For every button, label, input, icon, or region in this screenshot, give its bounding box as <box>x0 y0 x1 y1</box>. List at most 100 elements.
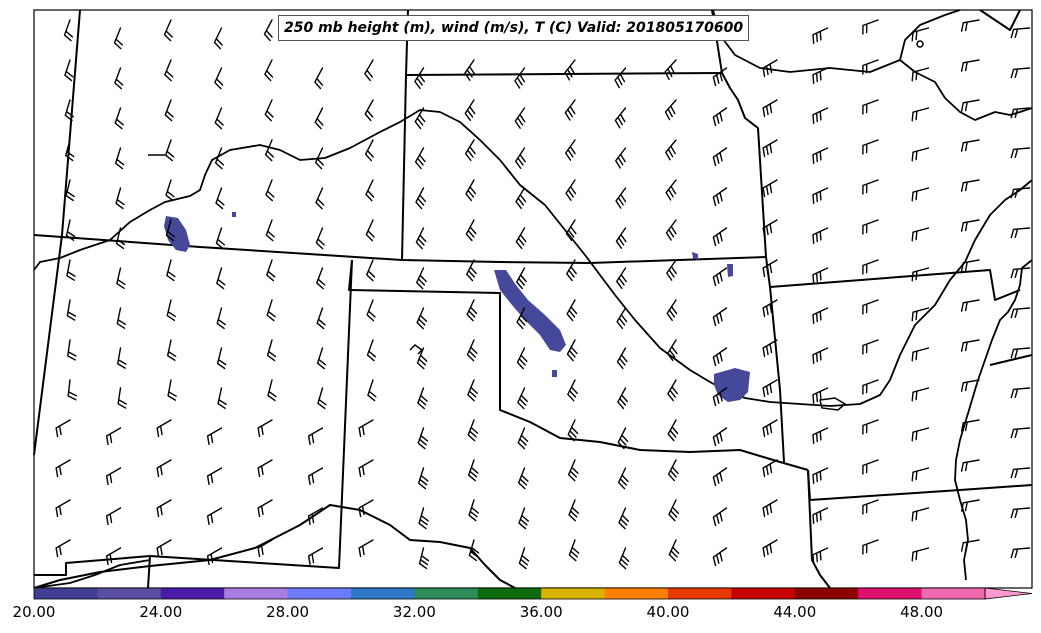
wind-barb <box>307 467 324 486</box>
wind-barb <box>862 219 879 235</box>
wind-barb <box>712 227 728 247</box>
colorbar-segment <box>414 588 479 599</box>
wind-barb <box>315 187 325 210</box>
wind-barb <box>960 499 980 512</box>
wind-barb <box>668 499 680 522</box>
wind-barb <box>1010 427 1031 439</box>
map-title: 250 mb height (m), wind (m/s), T (C) Val… <box>278 15 750 41</box>
wind-barb <box>65 179 75 202</box>
wind-barb <box>712 507 728 527</box>
wind-barb <box>862 499 879 515</box>
wind-barb <box>812 147 829 164</box>
wind-barb <box>264 139 275 162</box>
wind-barb <box>317 387 327 410</box>
wind-barb <box>862 259 879 275</box>
wind-barb <box>911 547 930 562</box>
wind-barb <box>66 259 76 281</box>
wind-barb <box>712 107 728 127</box>
wind-barb <box>516 307 528 330</box>
wind-barb <box>65 139 75 162</box>
wind-barb <box>307 507 324 526</box>
wind-barb <box>614 67 627 89</box>
wind-barb <box>960 419 980 432</box>
wind-barb <box>712 187 728 207</box>
wind-barb <box>316 307 326 330</box>
colorbar-tick-label: 48.00 <box>900 603 944 621</box>
wind-barb <box>960 379 980 392</box>
wind-barb <box>960 179 980 192</box>
wind-barb <box>64 99 74 122</box>
wind-barb <box>415 187 427 210</box>
wind-barb <box>416 267 427 290</box>
wind-barb <box>566 259 577 282</box>
wind-barb <box>364 59 374 82</box>
wind-barb <box>358 539 374 558</box>
wind-barb <box>518 507 529 530</box>
wind-barb <box>514 147 526 169</box>
wind-barb <box>417 427 429 450</box>
wind-barb <box>266 259 276 282</box>
wind-barb <box>206 547 223 566</box>
wind-barb <box>712 387 728 407</box>
colorbar-segment <box>731 588 796 599</box>
wind-barb <box>113 27 123 50</box>
wind-barb <box>515 187 527 210</box>
wind-barb <box>358 419 374 438</box>
lakes <box>148 40 924 411</box>
wind-barb <box>812 347 829 364</box>
wind-barb <box>712 307 728 327</box>
wind-barb <box>617 387 628 410</box>
wind-barb <box>514 67 526 89</box>
wind-barb <box>666 339 678 362</box>
wind-barb <box>114 147 125 170</box>
wind-barb <box>417 387 428 410</box>
wind-barb <box>366 339 377 362</box>
wind-barb <box>617 427 629 450</box>
wind-barb <box>566 339 578 362</box>
wind-barb <box>616 307 628 330</box>
colorbar-tick-label: 20.00 <box>12 603 56 621</box>
wind-barb <box>414 67 426 90</box>
wind-barb <box>466 299 478 322</box>
wind-barb <box>214 147 225 170</box>
wind-barb <box>911 427 930 442</box>
wind-barb <box>667 379 679 402</box>
wind-barb <box>862 179 879 195</box>
wind-barb <box>615 187 627 209</box>
wind-barb <box>518 547 530 570</box>
wind-barb <box>1010 347 1031 359</box>
wind-barb <box>665 219 677 241</box>
wind-barb <box>365 219 375 242</box>
colorbar-segment <box>477 588 542 599</box>
wind-barb <box>1010 467 1031 479</box>
wind-barb <box>265 219 275 242</box>
wind-barb <box>1010 387 1031 399</box>
colorbar-tick-label: 36.00 <box>519 603 563 621</box>
wind-barb <box>615 147 627 169</box>
wind-barb <box>468 539 480 562</box>
wind-barb <box>618 507 630 530</box>
temperature-patch <box>494 270 566 352</box>
wind-barb <box>358 459 374 478</box>
wind-barb <box>960 19 980 32</box>
wind-barb <box>466 339 478 362</box>
wind-barb <box>862 379 879 395</box>
wind-barb <box>257 419 273 438</box>
colorbar-segment <box>921 588 986 599</box>
wind-barb <box>364 99 374 122</box>
wind-barb <box>960 539 980 552</box>
wind-barb <box>960 339 980 352</box>
wind-barb <box>105 427 122 446</box>
wind-barb <box>812 547 829 564</box>
wind-barb <box>960 99 980 112</box>
wind-barb <box>257 459 273 478</box>
wind-barb <box>667 459 679 482</box>
colorbar-tick-label: 44.00 <box>773 603 817 621</box>
wind-barb <box>564 59 576 81</box>
wind-barb <box>307 547 324 566</box>
wind-barb <box>567 419 579 442</box>
wind-barb <box>206 427 223 446</box>
wind-barb <box>55 539 71 558</box>
wind-barb <box>664 99 677 121</box>
